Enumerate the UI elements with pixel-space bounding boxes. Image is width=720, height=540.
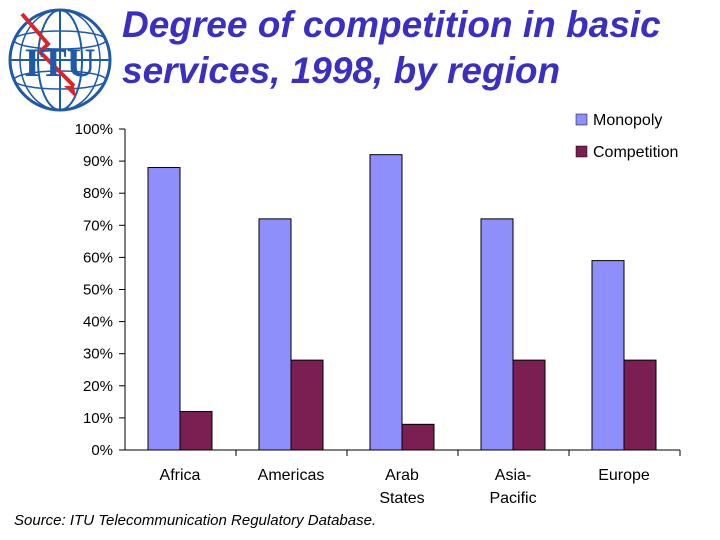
y-tick-label: 80%	[83, 185, 113, 202]
bar-competition	[290, 359, 324, 451]
bar-monopoly	[369, 154, 403, 451]
y-tick-label: 10%	[83, 410, 113, 427]
bar-monopoly	[480, 218, 514, 451]
chart-title-line-1: Degree of competition in basic	[122, 4, 661, 45]
bar-competition	[623, 359, 657, 451]
bar-competition	[512, 359, 546, 451]
y-tick-label: 50%	[83, 282, 113, 299]
y-tick-label: 0%	[91, 442, 113, 459]
bar-competition	[179, 410, 213, 451]
x-tick-label: Americas	[258, 467, 325, 484]
legend-label-monopoly: Monopoly	[593, 112, 662, 129]
y-tick-label: 70%	[83, 217, 113, 234]
y-tick-label: 30%	[83, 346, 113, 363]
bar-monopoly	[258, 218, 292, 451]
x-tick-label: Asia-Pacific	[489, 467, 536, 507]
x-tick-label: Arab States	[379, 467, 424, 507]
bar-monopoly	[147, 167, 181, 451]
y-tick-label: 90%	[83, 153, 113, 170]
y-tick-label: 100%	[75, 121, 113, 138]
legend-label-competition: Competition	[593, 144, 678, 161]
x-tick-label: Africa	[160, 467, 201, 484]
chart-title-line-2: services, 1998, by region	[122, 50, 561, 91]
y-tick-label: 40%	[83, 314, 113, 331]
source-note: Source: ITU Telecommunication Regulatory…	[14, 512, 377, 529]
bar-monopoly	[591, 260, 625, 451]
y-tick-label: 20%	[83, 378, 113, 395]
y-tick-label: 60%	[83, 249, 113, 266]
itu-logo: ITU	[8, 8, 112, 112]
logo-text: ITU	[24, 40, 95, 85]
legend-swatch-monopoly	[575, 113, 588, 126]
x-tick-label: Europe	[598, 467, 650, 484]
legend-swatch-competition	[575, 145, 588, 158]
bar-competition	[401, 423, 435, 451]
